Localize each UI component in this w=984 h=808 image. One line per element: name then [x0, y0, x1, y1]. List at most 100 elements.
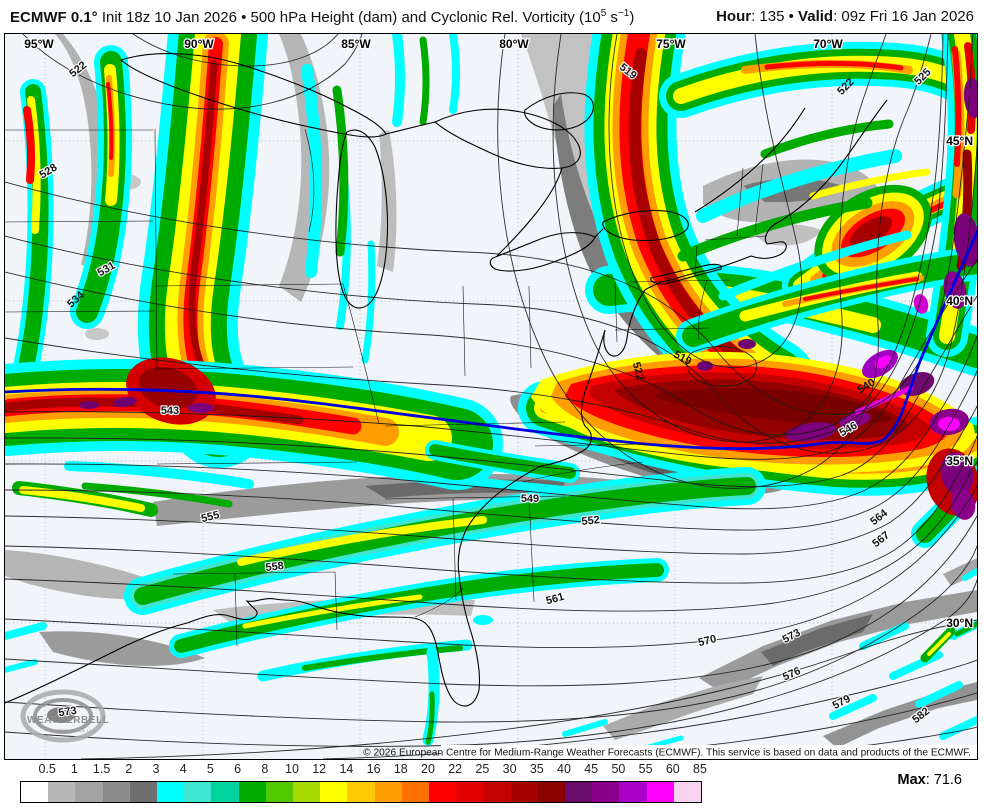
valid-label: Valid: [798, 8, 834, 25]
title-text: Init 18z 10 Jan 2026 • 500 hPa Height (d…: [97, 8, 601, 26]
colorbar-cell: [646, 782, 674, 802]
page-title: ECMWF 0.1° Init 18z 10 Jan 2026 • 500 hP…: [0, 8, 634, 26]
colorbar-tick: 8: [261, 762, 269, 776]
contour-label: 543: [161, 405, 179, 417]
colorbar-tick: 0.5: [38, 762, 56, 776]
contour-label: 558: [265, 560, 285, 574]
colorbar-cell: [592, 782, 620, 802]
copyright: © 2026 European Centre for Medium-Range …: [363, 745, 977, 759]
colorbar-cell: [265, 782, 294, 802]
copyright-text: © 2026 European Centre for Medium-Range …: [363, 748, 971, 759]
colorbar-cell: [293, 782, 321, 802]
colorbar-cell: [347, 782, 375, 802]
lon-label: 80°W: [499, 37, 529, 51]
colorbar-cell: [401, 782, 430, 802]
colorbar-tick: 30: [502, 762, 517, 776]
colorbar-cell: [157, 782, 185, 802]
colorbar-tick: 14: [339, 762, 354, 776]
contour-label: 549: [521, 493, 539, 505]
colorbar-tick: 12: [312, 762, 327, 776]
lat-label: 45°N: [946, 134, 973, 148]
colorbar-tick: 2: [125, 762, 133, 776]
lon-label: 90°W: [184, 37, 214, 51]
colorbar-cell: [537, 782, 566, 802]
colorbar-cell: [21, 782, 49, 802]
colorbar-cell: [102, 782, 130, 802]
colorbar-cell: [129, 782, 158, 802]
colorbar-tick: 6: [234, 762, 242, 776]
colorbar-tick: 40: [557, 762, 571, 776]
colorbar: [20, 781, 702, 803]
watermark-sub: ANALYTICS LLC: [57, 728, 97, 733]
valid-value: : 09z Fri 16 Jan 2026: [833, 8, 974, 25]
lat-label: 35°N: [946, 454, 973, 468]
header: ECMWF 0.1° Init 18z 10 Jan 2026 • 500 hP…: [0, 0, 984, 33]
colorbar-tick: 50: [611, 762, 626, 776]
colorbar-tick: 85: [693, 762, 707, 776]
lon-label: 85°W: [341, 37, 371, 51]
contour-label: 552: [581, 514, 601, 528]
colorbar-tick: 18: [393, 762, 408, 776]
colorbar-cell: [565, 782, 593, 802]
colorbar-cell: [483, 782, 511, 802]
colorbar-tick: 35: [529, 762, 544, 776]
watermark-name: WEATHERBELL: [27, 715, 110, 726]
colorbar-cell: [673, 782, 702, 802]
colorbar-tick: 1.5: [92, 762, 111, 776]
colorbar-cell: [320, 782, 348, 802]
state-borders: [5, 128, 768, 647]
colorbar-tick: 3: [152, 762, 160, 776]
lat-label: 30°N: [946, 616, 973, 630]
colorbar-tick: 25: [475, 762, 490, 776]
colorbar-cell: [48, 782, 76, 802]
colorbar-cell: [374, 782, 402, 802]
valid-time-label: Hour: 135 • Valid: 09z Fri 16 Jan 2026: [716, 8, 984, 25]
title-sup-exp: 5: [600, 7, 607, 19]
blue-540-contour: [5, 229, 977, 450]
coastline: [5, 53, 888, 707]
title-units: s: [606, 8, 618, 26]
contour-label: 570: [697, 633, 718, 649]
colorbar-cell: [75, 782, 103, 802]
weatherbell-watermark: WEATHERBELL ANALYTICS LLC: [20, 689, 110, 743]
hour-label: Hour: [716, 8, 752, 25]
colorbar-cell: [184, 782, 212, 802]
lon-label: 75°W: [656, 37, 686, 51]
colorbar-cell: [619, 782, 647, 802]
colorbar-tick: 5: [206, 762, 214, 776]
hour-value: : 135 •: [751, 8, 799, 25]
colorbar-tick: 20: [421, 762, 435, 776]
map-frame: WEATHERBELL ANALYTICS LLC © 2026 Europea…: [4, 33, 978, 760]
contour-label: 555: [200, 509, 221, 525]
colorbar-tick: 4: [179, 762, 187, 776]
colorbar-cell: [456, 782, 484, 802]
contour-label: 573: [58, 705, 78, 719]
colorbar-tick: 16: [366, 762, 381, 776]
lat-label: 40°N: [946, 294, 973, 308]
title-model: ECMWF 0.1°: [10, 8, 98, 26]
vorticity-field: [5, 34, 977, 751]
title-sup-neg: −1: [617, 7, 630, 19]
colorbar-tick: 22: [448, 762, 463, 776]
lon-label: 70°W: [813, 37, 843, 51]
colorbar-tick: 1: [70, 762, 78, 776]
max-label: Max: [897, 772, 926, 788]
colorbar-cell: [510, 782, 538, 802]
title-close: ): [629, 8, 635, 26]
lon-label: 95°W: [24, 37, 54, 51]
legend-bar: 0.5 1 1.5 2 3 4 5 6 8 10 12 14 16 18 20 22 25 30 35 40 45 50 5…: [0, 760, 984, 808]
weather-map: WEATHERBELL ANALYTICS LLC © 2026 Europea…: [5, 34, 977, 759]
colorbar-cell: [429, 782, 457, 802]
colorbar-cell: [211, 782, 239, 802]
colorbar-tick: 60: [665, 762, 680, 776]
colorbar-ticks: 0.5 1 1.5 2 3 4 5 6 8 10 12 14 16 18 20 22 25 30 35 40 45 50 5…: [0, 762, 984, 778]
height-contours: [5, 34, 977, 759]
max-value: : 71.6: [925, 772, 962, 788]
contour-label: 522: [630, 361, 646, 382]
colorbar-cell: [238, 782, 266, 802]
max-value-label: Max: 71.6: [898, 772, 963, 788]
coastlines-borders: [5, 53, 888, 707]
colorbar-tick: 55: [638, 762, 653, 776]
colorbar-tick: 45: [584, 762, 599, 776]
